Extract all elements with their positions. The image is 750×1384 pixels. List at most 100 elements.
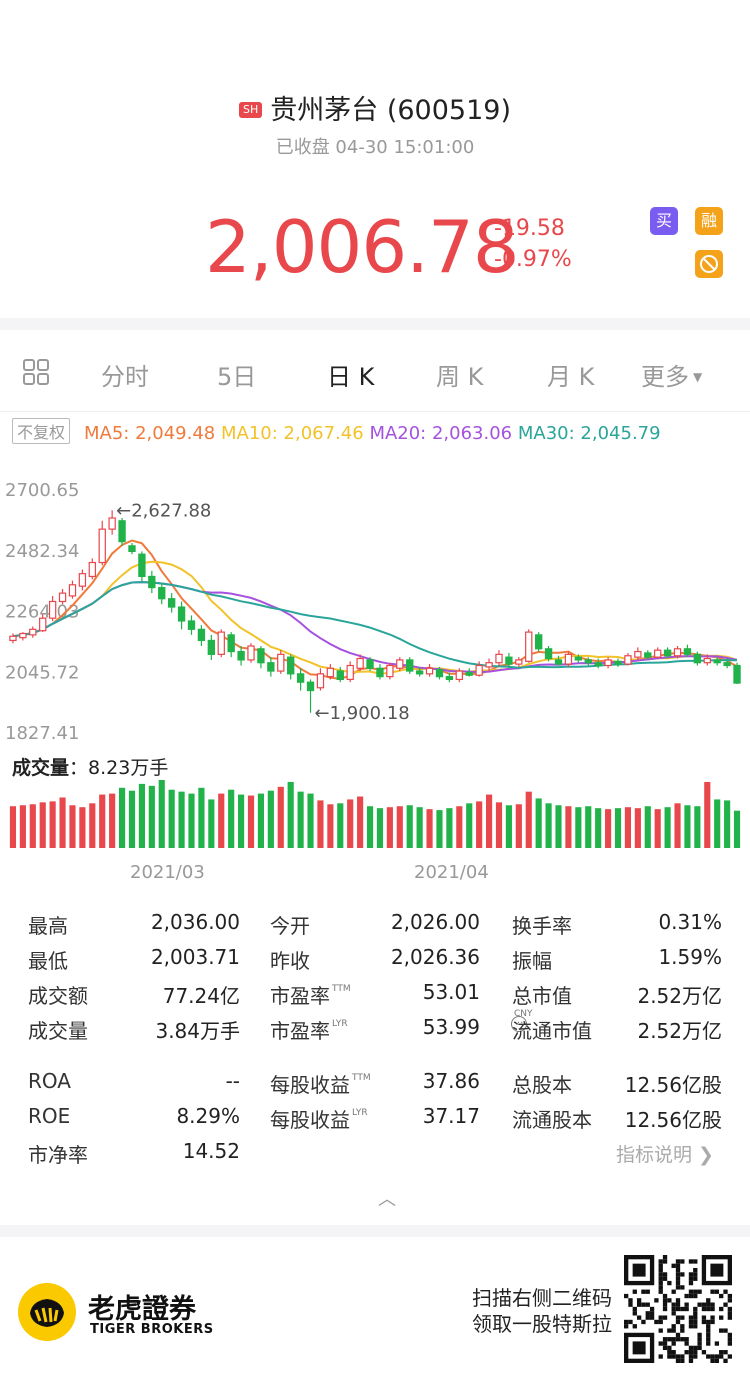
- qr-module: [701, 1315, 707, 1320]
- tab-daily-k[interactable]: 日 K: [327, 363, 375, 391]
- stat-label-text: 最高: [28, 914, 68, 938]
- candle-body: [515, 659, 523, 665]
- candle-body: [58, 592, 67, 603]
- collapse-chevron-icon[interactable]: ︿: [378, 1189, 396, 1210]
- candle-body: [138, 553, 146, 578]
- volume-bar: [555, 805, 562, 848]
- ma10-line: [12, 560, 738, 675]
- qr-module: [706, 1302, 711, 1307]
- candle-body: [108, 517, 116, 530]
- margin-tag[interactable]: 融: [695, 207, 723, 235]
- qr-module: [723, 1350, 728, 1355]
- qr-module: [624, 1324, 629, 1329]
- volume-bar: [357, 796, 364, 848]
- tab-monthly-k[interactable]: 月 K: [547, 363, 595, 391]
- more-info-icon[interactable]: ···: [510, 1016, 527, 1032]
- stat-label-text: 昨收: [270, 949, 310, 973]
- stat-label: 每股收益 TTM: [270, 1069, 371, 1098]
- x-axis-label: 2021/03: [130, 862, 205, 883]
- qr-module: [680, 1306, 685, 1312]
- candle-body: [247, 645, 255, 661]
- volume-label: 成交量：8.23万手: [12, 753, 168, 780]
- stat-label: 最低: [28, 945, 68, 974]
- qr-module: [649, 1311, 655, 1316]
- qr-module: [719, 1293, 724, 1299]
- volume-label-value: ：8.23万手: [69, 757, 169, 779]
- no-short-icon[interactable]: [695, 250, 723, 278]
- volume-bar: [416, 807, 423, 848]
- tab-weekly-k[interactable]: 周 K: [436, 363, 484, 391]
- volume-bar: [684, 805, 691, 848]
- qr-module: [701, 1306, 707, 1312]
- qr-module: [693, 1315, 698, 1320]
- qr-module: [706, 1324, 711, 1329]
- qr-module: [680, 1272, 685, 1277]
- volume-bar: [327, 804, 334, 848]
- stat-label: 市盈率 LYR: [270, 1015, 348, 1044]
- volume-bar: [158, 780, 165, 848]
- qr-module: [671, 1350, 676, 1355]
- qr-module: [662, 1341, 668, 1346]
- qr-module: [662, 1272, 668, 1277]
- qr-module: [697, 1345, 702, 1351]
- qr-module: [693, 1354, 698, 1359]
- qr-module: [658, 1285, 663, 1290]
- qr-module: [658, 1272, 663, 1277]
- market-status: 已收盘 04-30 15:01:00: [275, 137, 475, 158]
- qr-module: [636, 1298, 642, 1303]
- qr-module: [671, 1311, 676, 1316]
- qr-module: [628, 1298, 633, 1303]
- stat-label: 流通股本: [512, 1104, 592, 1133]
- brand-name-cn: 老虎證券: [88, 1294, 196, 1325]
- qr-module: [671, 1263, 676, 1268]
- tab-more-label: 更多: [641, 363, 689, 391]
- indicator-explain-link[interactable]: 指标说明 ❯: [616, 1144, 714, 1166]
- qr-module: [727, 1298, 732, 1303]
- qr-module: [706, 1298, 711, 1303]
- qr-module: [727, 1332, 732, 1338]
- candle-body: [167, 598, 176, 608]
- qr-module: [697, 1341, 702, 1346]
- qr-code-icon: [624, 1255, 732, 1363]
- volume-label-prefix: 成交量: [12, 757, 70, 779]
- candle-body: [693, 653, 702, 664]
- scan-promo-text: 扫描右侧二维码 领取一股特斯拉: [472, 1285, 612, 1337]
- qr-module: [723, 1302, 728, 1307]
- volume-bar: [476, 801, 483, 848]
- qr-module: [693, 1289, 698, 1294]
- adjust-mode-button[interactable]: 不复权: [12, 418, 71, 444]
- candle-body: [257, 648, 265, 664]
- qr-module: [693, 1272, 698, 1277]
- tab-5day[interactable]: 5日: [217, 363, 257, 391]
- qr-module: [680, 1337, 685, 1342]
- tab-intraday[interactable]: 分时: [101, 363, 149, 391]
- stat-value: 2,036.00: [150, 910, 240, 934]
- qr-module: [714, 1289, 720, 1294]
- stat-value: 8.29%: [176, 1104, 240, 1128]
- buy-tag[interactable]: 买: [650, 207, 678, 235]
- qr-module: [675, 1280, 681, 1286]
- volume-bar: [495, 802, 503, 848]
- stat-label-superscript: LYR: [332, 1019, 348, 1029]
- qr-module: [693, 1259, 698, 1264]
- qr-module: [680, 1354, 685, 1359]
- tab-more[interactable]: 更多 ▼: [641, 357, 702, 392]
- qr-module: [658, 1267, 663, 1273]
- stat-label-superscript: TTM: [332, 984, 351, 994]
- kline-chart[interactable]: 2700.652482.342264.032045.721827.41←2,62…: [0, 470, 750, 890]
- candle-body: [485, 662, 493, 668]
- volume-bar: [585, 806, 592, 848]
- brand-name-en: TIGER BROKERS: [90, 1322, 214, 1337]
- qr-module: [710, 1302, 715, 1307]
- volume-bar: [654, 809, 661, 848]
- volume-bar: [595, 808, 602, 848]
- volume-bar: [704, 781, 711, 848]
- grid-layout-icon[interactable]: [22, 358, 50, 386]
- qr-module: [701, 1350, 707, 1355]
- qr-module: [658, 1315, 663, 1320]
- qr-module: [632, 1289, 637, 1294]
- qr-module: [727, 1315, 732, 1320]
- volume-bar: [694, 806, 701, 848]
- promo-footer: 老虎證券 TIGER BROKERS 扫描右侧二维码 领取一股特斯拉: [0, 1237, 750, 1384]
- volume-bar: [535, 798, 542, 848]
